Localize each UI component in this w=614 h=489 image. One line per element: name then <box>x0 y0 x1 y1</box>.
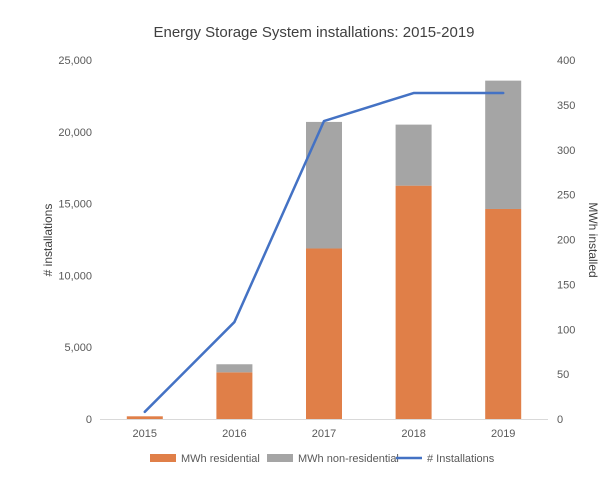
legend-item-mwh-non-residential: MWh non-residential <box>267 453 399 465</box>
bar-mwh-residential-2017 <box>306 248 342 419</box>
bar-mwh-residential-2019 <box>485 209 521 419</box>
right-tick-label: 50 <box>557 369 569 381</box>
x-tick-label: 2018 <box>401 428 425 440</box>
left-axis-label: # installations <box>41 204 55 277</box>
x-tick-label: 2019 <box>491 428 515 440</box>
legend-swatch <box>150 454 176 462</box>
right-tick-label: 300 <box>557 145 575 157</box>
chart-title: Energy Storage System installations: 201… <box>153 24 474 41</box>
bar-mwh-non-residential-2019 <box>485 81 521 209</box>
bar-mwh-residential-2016 <box>216 372 252 419</box>
bar-mwh-non-residential-2018 <box>396 125 432 186</box>
x-tick-label: 2016 <box>222 428 246 440</box>
left-tick-label: 20,000 <box>58 127 92 139</box>
right-tick-label: 0 <box>557 414 563 426</box>
legend-swatch <box>267 454 293 462</box>
left-tick-label: 5,000 <box>64 342 92 354</box>
right-tick-label: 400 <box>557 55 575 67</box>
legend-item--installations: # Installations <box>396 453 495 465</box>
left-tick-label: 25,000 <box>58 55 92 67</box>
bar-mwh-non-residential-2016 <box>216 364 252 372</box>
legend-label: # Installations <box>427 453 495 465</box>
x-axis: 2015 2016 2017 2018 2019 <box>100 420 548 441</box>
right-tick-label: 100 <box>557 324 575 336</box>
legend-label: MWh residential <box>181 453 260 465</box>
bar-mwh-residential-2018 <box>396 186 432 419</box>
right-axis-tick-labels: 0 50 100 150 200 250 300 350 400 <box>557 55 575 426</box>
bar-mwh-non-residential-2017 <box>306 122 342 249</box>
left-tick-label: 10,000 <box>58 270 92 282</box>
legend-item-mwh-residential: MWh residential <box>150 453 260 465</box>
left-tick-label: 15,000 <box>58 199 92 211</box>
x-tick-label: 2015 <box>133 428 157 440</box>
bar-mwh-residential-2015 <box>127 416 163 419</box>
right-tick-label: 200 <box>557 235 575 247</box>
right-tick-label: 350 <box>557 100 575 112</box>
left-tick-label: 0 <box>86 414 92 426</box>
right-axis-label: MWh installed <box>586 202 600 277</box>
right-tick-label: 150 <box>557 279 575 291</box>
bar-series-group <box>127 81 521 419</box>
legend: MWh residential MWh non-residential # Inst… <box>150 453 495 465</box>
x-tick-label: 2017 <box>312 428 336 440</box>
left-axis-tick-labels: 0 5,000 10,000 15,000 20,000 25,000 <box>58 55 92 426</box>
legend-label: MWh non-residential <box>298 453 399 465</box>
right-tick-label: 250 <box>557 190 575 202</box>
